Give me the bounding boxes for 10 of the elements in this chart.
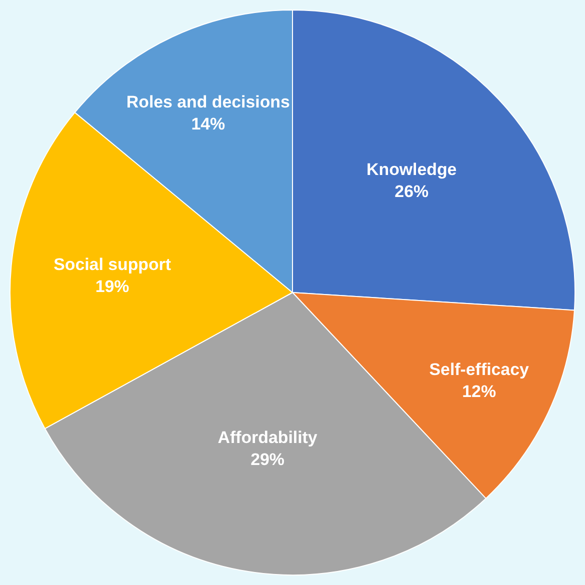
slice-label: Affordability (218, 428, 318, 447)
slice-label: Social support (54, 254, 172, 274)
data-label: 26% (394, 182, 429, 202)
data-label: 12% (462, 382, 496, 401)
slice-label: Roles and decisions (126, 92, 290, 112)
data-label: 19% (95, 276, 130, 296)
data-label: 29% (250, 450, 284, 469)
data-label: 14% (191, 114, 226, 134)
slice-label: Knowledge (366, 160, 457, 180)
slice-label: Self-efficacy (429, 360, 530, 379)
